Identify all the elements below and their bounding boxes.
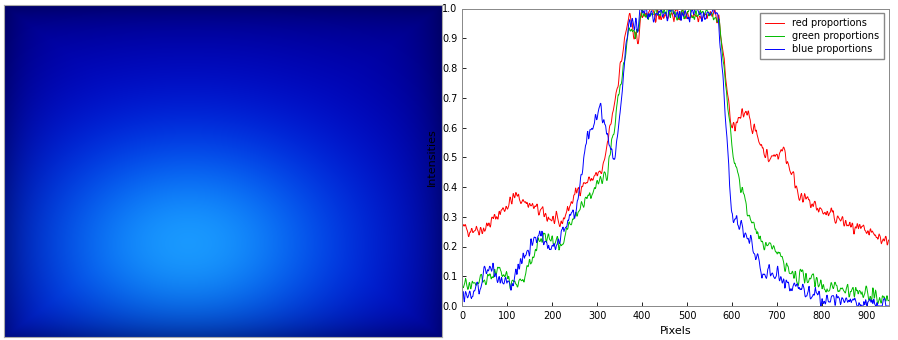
blue proportions xyxy=(820,302,831,306)
green proportions xyxy=(777,254,788,258)
blue proportions xyxy=(777,281,788,285)
blue proportions xyxy=(635,6,646,11)
green proportions xyxy=(823,288,833,292)
red proportions xyxy=(819,210,830,215)
blue proportions xyxy=(823,298,833,302)
Line: blue proportions: blue proportions xyxy=(462,8,888,306)
red proportions xyxy=(555,223,566,227)
red proportions xyxy=(882,243,893,247)
Legend: red proportions, green proportions, blue proportions: red proportions, green proportions, blue… xyxy=(760,13,885,59)
red proportions xyxy=(457,224,468,228)
green proportions xyxy=(548,237,559,241)
blue proportions xyxy=(815,304,826,308)
green proportions xyxy=(650,6,661,11)
blue proportions xyxy=(548,244,559,248)
Line: green proportions: green proportions xyxy=(462,8,888,304)
blue proportions xyxy=(555,238,566,242)
blue proportions xyxy=(883,304,894,308)
Y-axis label: Intensities: Intensities xyxy=(427,129,436,186)
green proportions xyxy=(555,242,566,246)
red proportions xyxy=(646,6,656,11)
blue proportions xyxy=(457,291,468,295)
green proportions xyxy=(457,284,468,288)
Line: red proportions: red proportions xyxy=(462,8,888,245)
blue proportions xyxy=(646,9,656,13)
red proportions xyxy=(645,6,656,11)
green proportions xyxy=(883,299,894,303)
green proportions xyxy=(872,302,883,306)
green proportions xyxy=(819,288,830,292)
green proportions xyxy=(645,14,656,18)
red proportions xyxy=(548,215,559,219)
red proportions xyxy=(777,149,788,153)
red proportions xyxy=(823,209,833,214)
X-axis label: Pixels: Pixels xyxy=(660,326,691,336)
red proportions xyxy=(883,238,894,242)
